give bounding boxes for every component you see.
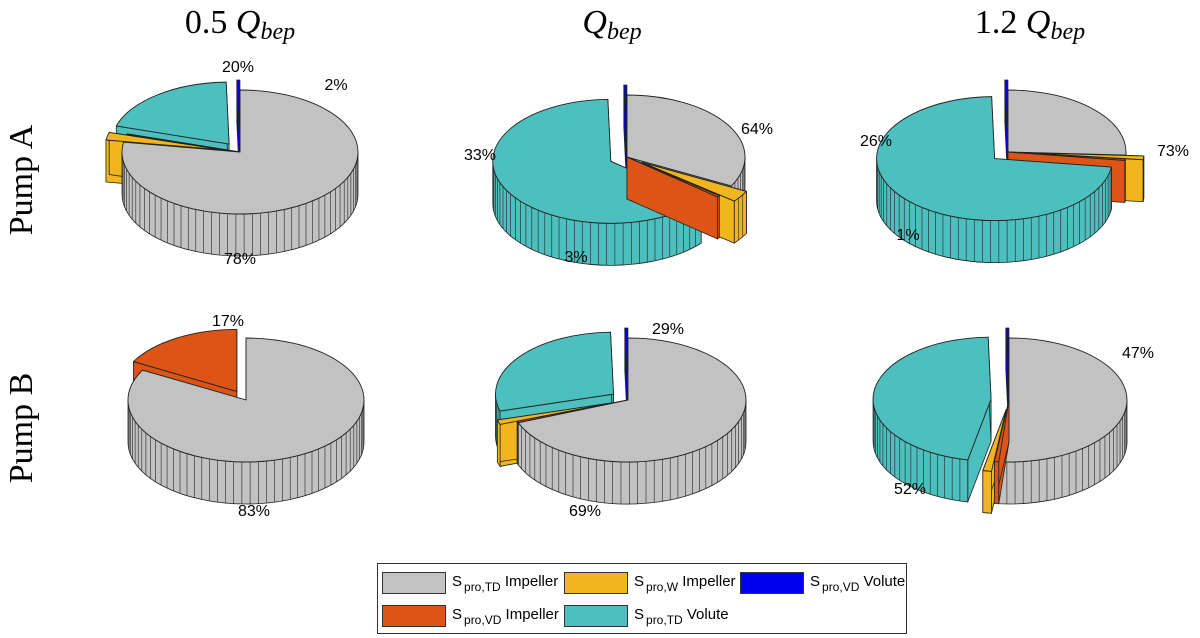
legend-swatch-3 — [382, 605, 446, 627]
pie-0-label-0: 78% — [224, 251, 256, 268]
pie-2-label-0: 26% — [860, 133, 892, 150]
pie-3-label-0: 83% — [238, 503, 270, 520]
pie-5-slice-1 — [993, 399, 1010, 505]
pie-2-label-1: 1% — [896, 227, 919, 244]
legend-swatch-1 — [564, 572, 628, 594]
pie-1-label-3: 64% — [741, 121, 773, 138]
pie-5-slice-3 — [872, 336, 992, 503]
pie-2-slice-3 — [876, 96, 1112, 263]
pie-charts-svg: 78% 2% 20% 33% 3% 64% 26% 1% 73% 83% 17% 69% 29% 52% 4… — [105, 59, 1189, 520]
column-title-1: Qbep — [582, 4, 642, 45]
column-title-0: 0.5 Qbep — [184, 4, 296, 45]
pie-4-label-3: 29% — [652, 321, 684, 338]
pie-1-label-1: 3% — [564, 249, 587, 266]
pie-2-label-3: 73% — [1157, 143, 1189, 160]
pie-0: 78% 2% 20% — [105, 59, 359, 268]
pie-4-slice-0 — [517, 337, 747, 505]
pie-3: 83% 17% — [127, 313, 365, 520]
pie-5-label-3: 47% — [1122, 345, 1154, 362]
pie-3-label-1: 17% — [212, 313, 244, 330]
legend-swatch-0 — [382, 572, 446, 594]
pie-1-label-0: 33% — [464, 147, 496, 164]
pie-4-label-0: 69% — [569, 503, 601, 520]
pie-0-label-3: 20% — [222, 59, 254, 76]
legend-swatch-4 — [564, 605, 628, 627]
pie-1-slice-2 — [626, 156, 720, 240]
pie-0-slice-0 — [121, 89, 359, 257]
legend-swatch-2 — [740, 572, 804, 594]
pie-5: 52% 47% — [872, 327, 1154, 514]
pie-5-slice-0 — [998, 337, 1128, 505]
pie-1: 33% 3% 64% — [464, 84, 773, 266]
pie-5-label-0: 52% — [894, 481, 926, 498]
pie-3-slice-0 — [127, 337, 365, 505]
pie-2: 26% 1% 73% — [860, 79, 1189, 263]
column-title-2: 1.2 Qbep — [974, 4, 1086, 45]
pie-0-label-1: 2% — [324, 77, 347, 94]
pie-4: 69% 29% — [495, 321, 747, 520]
